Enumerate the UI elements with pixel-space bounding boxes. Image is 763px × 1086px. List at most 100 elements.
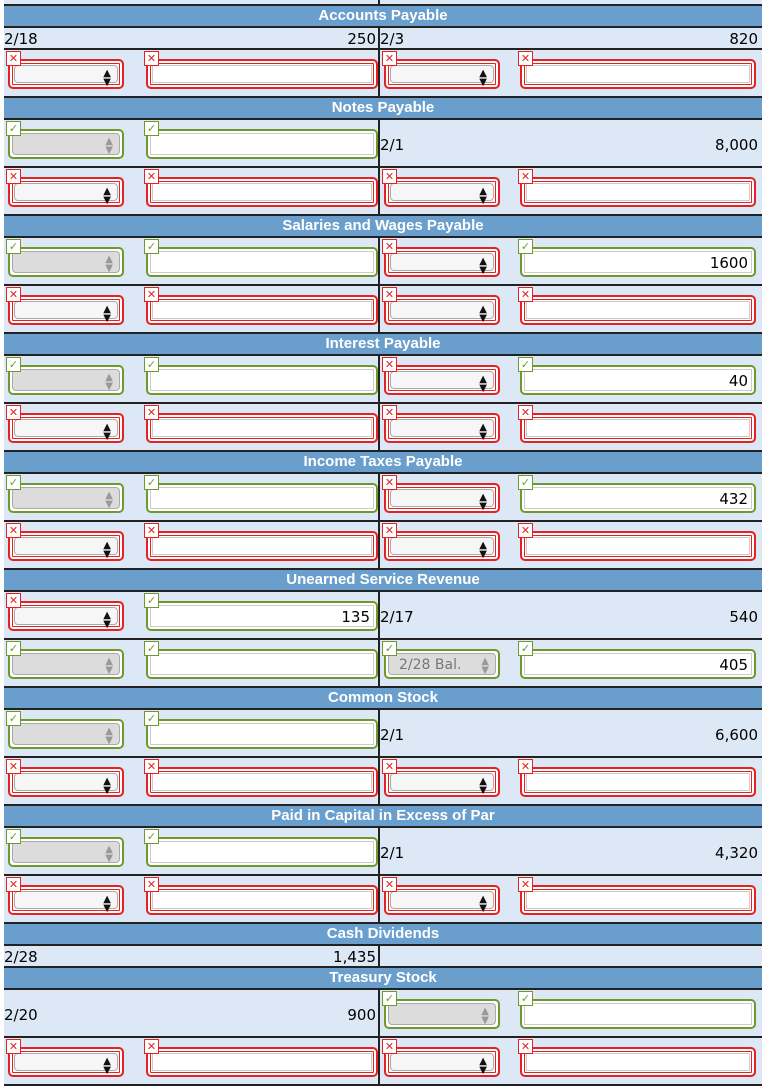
amount-input[interactable]: ✓ [518, 991, 756, 1029]
select-box[interactable]: ▲ ▼ [390, 1053, 494, 1076]
amount-input[interactable]: ✕ [518, 405, 756, 443]
entry-select[interactable]: ✕ ▲ ▼ [382, 877, 500, 915]
input-box[interactable] [526, 419, 750, 437]
select-box[interactable]: ▲ ▼ [12, 487, 120, 510]
entry-select[interactable]: ✕ ▲ ▼ [6, 877, 124, 915]
entry-select[interactable]: ✓ ▲ ▼ [6, 239, 124, 277]
input-box[interactable] [152, 183, 372, 201]
select-box[interactable]: ▲ ▼ [14, 419, 118, 442]
amount-input[interactable]: ✕ [144, 287, 378, 325]
input-box[interactable] [526, 537, 750, 555]
amount-input[interactable]: ✕ [518, 523, 756, 561]
entry-select[interactable]: ✕ ▲ ▼ [382, 287, 500, 325]
input-box[interactable] [526, 301, 750, 319]
select-box[interactable]: ▲ ▼ [390, 419, 494, 442]
input-box[interactable] [150, 487, 374, 509]
input-box[interactable] [526, 183, 750, 201]
entry-select[interactable]: ✕ ▲ ▼ [382, 759, 500, 797]
entry-select[interactable]: ✕ ▲ ▼ [6, 51, 124, 89]
amount-input[interactable]: ✓ [144, 641, 378, 679]
entry-select[interactable]: ✕ ▲ ▼ [6, 759, 124, 797]
input-box[interactable] [524, 1003, 752, 1025]
amount-input[interactable]: ✕ [518, 51, 756, 89]
entry-select[interactable]: ✕ ▲ ▼ [6, 405, 124, 443]
input-box[interactable] [526, 65, 750, 83]
input-box[interactable] [150, 653, 374, 675]
select-box[interactable]: ▲ ▼ [14, 1053, 118, 1076]
entry-select[interactable]: ✕ ▲ ▼ [6, 287, 124, 325]
entry-select[interactable]: ✓ ▲ ▼ [6, 829, 124, 867]
amount-input[interactable]: ✕ [144, 759, 378, 797]
select-box[interactable]: ▲ ▼ [390, 537, 494, 560]
select-box[interactable]: ▲ ▼ [14, 773, 118, 796]
input-box[interactable] [152, 891, 372, 909]
amount-input[interactable]: ✓ 1600 [518, 239, 756, 277]
select-box[interactable]: ▲ ▼ [12, 653, 120, 676]
select-box[interactable]: ▲ ▼ [12, 723, 120, 746]
amount-input[interactable]: ✕ [518, 1039, 756, 1077]
select-box[interactable]: ▲ ▼ [12, 251, 120, 274]
amount-input[interactable]: ✕ [144, 51, 378, 89]
input-box[interactable] [152, 1053, 372, 1071]
amount-input[interactable]: ✓ [144, 239, 378, 277]
amount-input[interactable]: ✕ [518, 877, 756, 915]
amount-input[interactable]: ✕ [518, 287, 756, 325]
input-box[interactable]: 1600 [524, 251, 752, 273]
select-box[interactable]: ▲ ▼ [12, 841, 120, 864]
select-box[interactable]: ▲ ▼ [12, 369, 120, 392]
entry-select[interactable]: ✓ ▲ ▼ [6, 641, 124, 679]
input-box[interactable] [152, 537, 372, 555]
entry-select[interactable]: ✕ ▲ ▼ [382, 239, 500, 277]
entry-select[interactable]: ✓ ▲ ▼ [6, 357, 124, 395]
entry-select[interactable]: ✕ ▲ ▼ [382, 475, 500, 513]
input-box[interactable] [150, 369, 374, 391]
entry-select[interactable]: ✕ ▲ ▼ [382, 523, 500, 561]
entry-select[interactable]: ✓ ▲ ▼ [6, 711, 124, 749]
entry-select[interactable]: ✕ ▲ ▼ [382, 1039, 500, 1077]
entry-select[interactable]: ✕ ▲ ▼ [6, 1039, 124, 1077]
select-box[interactable]: ▲ ▼ [388, 1003, 496, 1026]
input-box[interactable] [526, 1053, 750, 1071]
entry-select[interactable]: ✓ ▲ ▼ [382, 991, 500, 1029]
entry-select[interactable]: ✕ ▲ ▼ [382, 169, 500, 207]
amount-input[interactable]: ✓ [144, 121, 378, 159]
select-box[interactable]: 2/28 Bal. ▲ ▼ [388, 653, 496, 676]
select-box[interactable]: ▲ ▼ [390, 253, 494, 276]
amount-input[interactable]: ✕ [144, 405, 378, 443]
amount-input[interactable]: ✕ [518, 759, 756, 797]
input-box[interactable] [152, 773, 372, 791]
entry-select[interactable]: ✕ ▲ ▼ [382, 405, 500, 443]
input-box[interactable] [526, 773, 750, 791]
input-box[interactable] [152, 301, 372, 319]
input-box[interactable] [150, 723, 374, 745]
amount-input[interactable]: ✓ [144, 829, 378, 867]
select-box[interactable]: ▲ ▼ [390, 301, 494, 324]
select-box[interactable]: ▲ ▼ [14, 65, 118, 88]
entry-select[interactable]: ✕ ▲ ▼ [6, 593, 124, 631]
select-box[interactable]: ▲ ▼ [390, 183, 494, 206]
amount-input[interactable]: ✕ [144, 877, 378, 915]
select-box[interactable]: ▲ ▼ [14, 607, 118, 630]
amount-input[interactable]: ✓ 135 [144, 593, 378, 631]
select-box[interactable]: ▲ ▼ [12, 133, 120, 156]
input-box[interactable]: 135 [150, 605, 374, 627]
amount-input[interactable]: ✕ [518, 169, 756, 207]
select-box[interactable]: ▲ ▼ [390, 65, 494, 88]
input-box[interactable]: 405 [524, 653, 752, 675]
amount-input[interactable]: ✓ 432 [518, 475, 756, 513]
entry-select[interactable]: ✕ ▲ ▼ [6, 169, 124, 207]
entry-select[interactable]: ✓ ▲ ▼ [6, 121, 124, 159]
entry-select[interactable]: ✕ ▲ ▼ [382, 51, 500, 89]
select-box[interactable]: ▲ ▼ [14, 183, 118, 206]
amount-input[interactable]: ✓ [144, 475, 378, 513]
amount-input[interactable]: ✓ 405 [518, 641, 756, 679]
select-box[interactable]: ▲ ▼ [14, 537, 118, 560]
select-box[interactable]: ▲ ▼ [390, 891, 494, 914]
amount-input[interactable]: ✓ [144, 711, 378, 749]
entry-select[interactable]: ✕ ▲ ▼ [382, 357, 500, 395]
input-box[interactable] [150, 251, 374, 273]
amount-input[interactable]: ✓ [144, 357, 378, 395]
input-box[interactable]: 40 [524, 369, 752, 391]
input-box[interactable] [152, 419, 372, 437]
input-box[interactable] [526, 891, 750, 909]
